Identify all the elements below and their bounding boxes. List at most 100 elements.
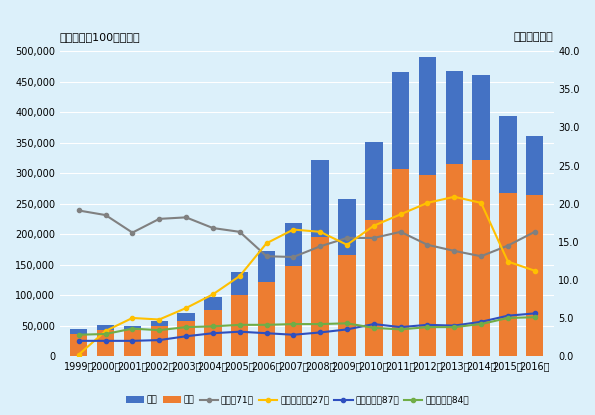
Bar bbox=[151, 322, 168, 356]
一般機械（84） bbox=[478, 322, 485, 327]
鉱物性燃料（27） bbox=[102, 328, 109, 333]
鉱物性燃料（27） bbox=[478, 200, 485, 205]
Bar bbox=[311, 160, 329, 356]
Bar bbox=[231, 272, 248, 356]
一般機械（84） bbox=[343, 321, 350, 326]
鉱物性燃料（27） bbox=[317, 229, 324, 234]
Line: 一般機械（84）: 一般機械（84） bbox=[77, 315, 537, 337]
Bar bbox=[258, 282, 275, 356]
一般機械（84） bbox=[424, 325, 431, 330]
貴石（71） bbox=[183, 215, 190, 220]
輸送機器（87） bbox=[343, 327, 350, 332]
貴石（71） bbox=[236, 229, 243, 234]
Bar bbox=[472, 75, 490, 356]
輸送機器（87） bbox=[183, 334, 190, 339]
鉱物性燃料（27） bbox=[343, 242, 350, 247]
Bar bbox=[177, 312, 195, 356]
貴石（71） bbox=[397, 229, 404, 234]
Bar bbox=[339, 255, 356, 356]
輸送機器（87） bbox=[75, 338, 82, 343]
Bar bbox=[231, 295, 248, 356]
一般機械（84） bbox=[263, 322, 270, 327]
鉱物性燃料（27） bbox=[156, 317, 163, 322]
貴石（71） bbox=[370, 235, 377, 240]
輸送機器（87） bbox=[129, 338, 136, 343]
輸送機器（87） bbox=[317, 330, 324, 335]
鉱物性燃料（27） bbox=[75, 352, 82, 357]
貴石（71） bbox=[531, 229, 538, 234]
一般機械（84） bbox=[317, 322, 324, 327]
貴石（71） bbox=[343, 235, 350, 240]
輸送機器（87） bbox=[263, 331, 270, 336]
一般機械（84） bbox=[505, 315, 512, 320]
輸送機器（87） bbox=[397, 325, 404, 330]
輸送機器（87） bbox=[102, 338, 109, 343]
Bar bbox=[311, 237, 329, 356]
Bar bbox=[446, 71, 463, 356]
一般機械（84） bbox=[370, 325, 377, 330]
鉱物性燃料（27） bbox=[129, 315, 136, 320]
Bar bbox=[526, 195, 543, 356]
貴石（71） bbox=[75, 208, 82, 213]
貴石（71） bbox=[102, 212, 109, 217]
Bar bbox=[446, 164, 463, 356]
Bar bbox=[177, 321, 195, 356]
貴石（71） bbox=[156, 216, 163, 221]
鉱物性燃料（27） bbox=[531, 268, 538, 273]
輸送機器（87） bbox=[424, 322, 431, 327]
輸送機器（87） bbox=[236, 329, 243, 334]
貴石（71） bbox=[290, 254, 297, 259]
Bar bbox=[204, 297, 221, 356]
鉱物性燃料（27） bbox=[183, 305, 190, 310]
鉱物性燃料（27） bbox=[397, 212, 404, 217]
Bar bbox=[419, 57, 436, 356]
Bar bbox=[472, 160, 490, 356]
Bar bbox=[258, 251, 275, 356]
貴石（71） bbox=[263, 254, 270, 259]
鉱物性燃料（27） bbox=[236, 273, 243, 278]
一般機械（84） bbox=[531, 315, 538, 320]
鉱物性燃料（27） bbox=[209, 292, 217, 297]
貴石（71） bbox=[478, 254, 485, 259]
一般機械（84） bbox=[290, 322, 297, 327]
Bar bbox=[365, 220, 383, 356]
Bar bbox=[97, 325, 114, 356]
Bar bbox=[392, 169, 409, 356]
輸送機器（87） bbox=[531, 311, 538, 316]
Bar bbox=[204, 310, 221, 356]
Legend: 輸入, 輸出, 貴石（71）, 鉱物性燃料（27）, 輸送機器（87）, 一般機械（84）: 輸入, 輸出, 貴石（71）, 鉱物性燃料（27）, 輸送機器（87）, 一般機… bbox=[123, 392, 472, 408]
輸送機器（87） bbox=[478, 319, 485, 324]
一般機械（84） bbox=[236, 322, 243, 327]
Line: 鉱物性燃料（27）: 鉱物性燃料（27） bbox=[77, 195, 537, 356]
一般機械（84） bbox=[450, 325, 458, 330]
鉱物性燃料（27） bbox=[450, 194, 458, 199]
一般機械（84） bbox=[129, 326, 136, 331]
貴石（71） bbox=[209, 225, 217, 230]
Text: 輸出入額（100万ドル）: 輸出入額（100万ドル） bbox=[60, 32, 140, 42]
Bar bbox=[151, 326, 168, 356]
貴石（71） bbox=[317, 244, 324, 249]
Bar bbox=[124, 325, 141, 356]
一般機械（84） bbox=[183, 325, 190, 330]
一般機械（84） bbox=[209, 324, 217, 329]
一般機械（84） bbox=[75, 332, 82, 337]
輸送機器（87） bbox=[370, 322, 377, 327]
Bar bbox=[284, 223, 302, 356]
輸送機器（87） bbox=[156, 337, 163, 342]
貴石（71） bbox=[450, 249, 458, 254]
鉱物性燃料（27） bbox=[424, 200, 431, 205]
Bar bbox=[70, 329, 87, 356]
一般機械（84） bbox=[156, 328, 163, 333]
Bar bbox=[499, 116, 516, 356]
鉱物性燃料（27） bbox=[290, 227, 297, 232]
一般機械（84） bbox=[397, 327, 404, 332]
Line: 輸送機器（87）: 輸送機器（87） bbox=[77, 311, 537, 343]
貴石（71） bbox=[129, 230, 136, 235]
Bar bbox=[124, 330, 141, 356]
貴石（71） bbox=[424, 242, 431, 247]
Bar bbox=[419, 175, 436, 356]
Bar bbox=[284, 266, 302, 356]
Bar bbox=[499, 193, 516, 356]
Bar bbox=[70, 334, 87, 356]
Line: 貴石（71）: 貴石（71） bbox=[77, 208, 537, 259]
